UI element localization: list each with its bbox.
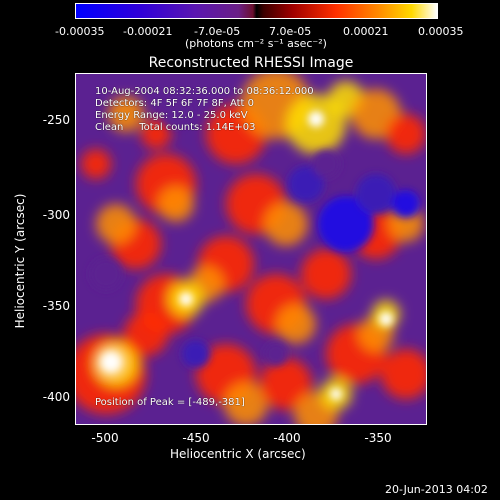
- rhessi-image-canvas: [76, 74, 426, 424]
- y-tick-label: -250: [42, 113, 70, 127]
- negative-region: [392, 190, 420, 218]
- image-clean-counts: Clean Total counts: 1.14E+03: [95, 122, 256, 133]
- emission-peak: [102, 353, 120, 371]
- negative-region: [312, 150, 340, 178]
- colorbar-tick-label: -0.00021: [123, 25, 173, 38]
- render-timestamp: 20-Jun-2013 04:02: [385, 483, 488, 496]
- colorbar-tick-label: -7.0e-05: [194, 25, 241, 38]
- negative-region: [162, 100, 190, 128]
- emission-peak: [179, 292, 193, 306]
- emission-blob: [381, 349, 426, 399]
- colorbar-units-label: (photons cm⁻² s⁻¹ asec⁻²): [185, 37, 327, 50]
- emission-blob: [224, 382, 268, 424]
- x-tick-label: -350: [364, 431, 392, 445]
- emission-blob: [81, 149, 111, 179]
- rhessi-image: [75, 73, 427, 425]
- x-tick-label: -500: [91, 431, 119, 445]
- x-axis-label: Heliocentric X (arcsec): [170, 447, 306, 461]
- emission-blob: [158, 186, 194, 222]
- image-energy-range: Energy Range: 12.0 - 25.0 keV: [95, 110, 248, 121]
- emission-peak: [379, 312, 393, 326]
- emission-blob: [301, 249, 351, 299]
- emission-blob: [388, 206, 424, 242]
- emission-blob: [108, 96, 144, 132]
- emission-blob: [386, 114, 426, 154]
- negative-region: [288, 166, 324, 202]
- emission-blob: [124, 312, 168, 356]
- negative-region: [90, 258, 122, 290]
- y-axis-label: Heliocentric Y (arcsec): [13, 193, 27, 329]
- emission-blob: [96, 204, 136, 244]
- emission-peak: [308, 111, 324, 127]
- emission-blob: [260, 358, 312, 410]
- plot-title: Reconstructed RHESSI Image: [148, 55, 354, 71]
- emission-blob: [141, 119, 171, 149]
- emission-peak: [330, 388, 342, 400]
- image-detectors: Detectors: 4F 5F 6F 7F 8F, Att 0: [95, 98, 255, 109]
- colorbar: [75, 3, 438, 19]
- colorbar-tick-label: 0.00035: [418, 25, 464, 38]
- y-tick-label: -400: [42, 390, 70, 404]
- y-tick-label: -350: [42, 299, 70, 313]
- negative-region: [318, 196, 374, 252]
- negative-region: [356, 174, 396, 214]
- x-tick-label: -450: [182, 431, 210, 445]
- emission-blob: [276, 304, 316, 344]
- image-time-range: 10-Aug-2004 08:32:36.000 to 08:36:12.000: [95, 86, 314, 97]
- colorbar-tick-label: -0.00035: [55, 25, 105, 38]
- image-peak-position: Position of Peak = [-489,-381]: [95, 397, 245, 408]
- negative-region: [264, 342, 288, 366]
- y-tick-label: -300: [42, 208, 70, 222]
- negative-region: [182, 340, 210, 368]
- colorbar-tick-label: 0.00021: [343, 25, 389, 38]
- colorbar-tick-label: 7.0e-05: [269, 25, 312, 38]
- emission-blob: [264, 202, 308, 246]
- x-tick-label: -400: [273, 431, 301, 445]
